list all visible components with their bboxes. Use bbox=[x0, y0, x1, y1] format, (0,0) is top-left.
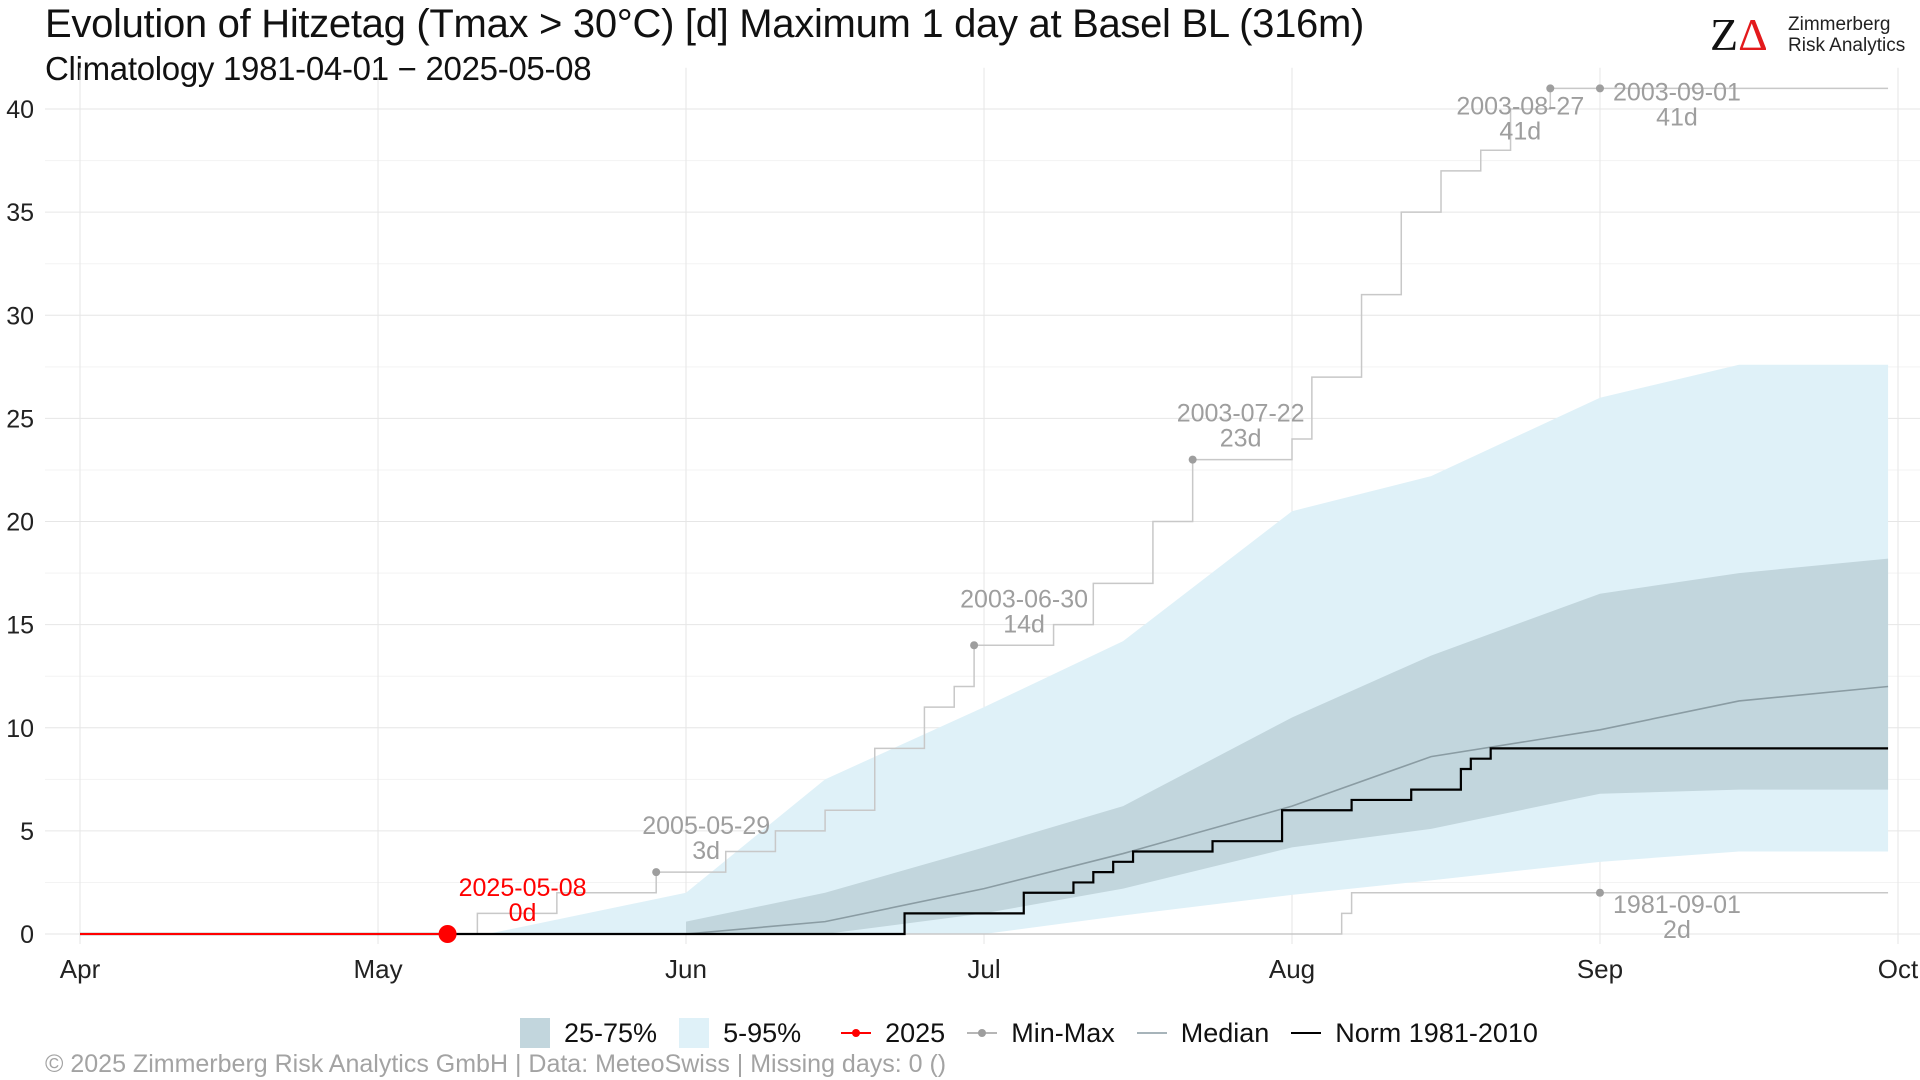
x-tick-label: Aug bbox=[1269, 954, 1315, 984]
x-tick-label: May bbox=[353, 954, 402, 984]
annotation-point bbox=[1595, 888, 1604, 897]
y-tick-label: 20 bbox=[6, 509, 34, 537]
legend-label-iqr: 25-75% bbox=[564, 1017, 658, 1048]
x-tick-label: Jun bbox=[665, 954, 707, 984]
legend-label-minmax: Min-Max bbox=[1011, 1017, 1115, 1048]
logo-line-2: Risk Analytics bbox=[1788, 35, 1906, 56]
annotation-value: 14d bbox=[1003, 610, 1045, 638]
x-tick-label: Apr bbox=[60, 954, 101, 984]
annotation-value: 23d bbox=[1220, 425, 1262, 453]
logo-mark-icon: ZΔ bbox=[1710, 9, 1768, 60]
legend-item-norm: Norm 1981-2010 bbox=[1291, 1018, 1538, 1049]
legend-item-minmax: Min-Max bbox=[967, 1018, 1115, 1049]
chart-subtitle: Climatology 1981-04-01 − 2025-05-08 bbox=[45, 50, 592, 87]
y-tick-label: 30 bbox=[6, 302, 34, 330]
company-logo: ZΔ Zimmerberg Risk Analytics bbox=[1710, 10, 1910, 60]
legend-item-current: 2025 bbox=[841, 1018, 945, 1049]
annotation-point bbox=[1188, 455, 1197, 464]
legend-item-90: 5-95% bbox=[679, 1018, 801, 1049]
y-tick-label: 0 bbox=[20, 921, 34, 949]
bands bbox=[487, 364, 1889, 934]
min-line bbox=[80, 892, 1889, 935]
annotation-date: 2003-06-30 bbox=[960, 585, 1088, 613]
annotation-date: 1981-09-01 bbox=[1613, 891, 1741, 919]
x-tick-label: Oct bbox=[1878, 954, 1919, 984]
series-lines bbox=[80, 87, 1889, 943]
y-tick-label: 15 bbox=[6, 612, 34, 640]
legend: 25-75% 5-95% 2025 Min-Max Median Norm 19… bbox=[520, 1015, 1560, 1051]
annotation-point bbox=[1546, 84, 1555, 93]
annotation-value: 2d bbox=[1663, 916, 1691, 944]
legend-swatch-median bbox=[1136, 1018, 1167, 1048]
legend-label-median: Median bbox=[1180, 1017, 1270, 1048]
annotation-value: 0d bbox=[509, 899, 537, 927]
legend-label-current: 2025 bbox=[885, 1017, 946, 1048]
max-line bbox=[80, 87, 1889, 935]
logo-line-1: Zimmerberg bbox=[1788, 14, 1891, 35]
band-5-95-lead bbox=[487, 892, 686, 934]
y-tick-label: 5 bbox=[20, 818, 34, 846]
annotation-point bbox=[1595, 84, 1604, 93]
annotation-date: 2003-07-22 bbox=[1177, 400, 1305, 428]
x-tick-label: Sep bbox=[1577, 954, 1623, 984]
annotation-value: 3d bbox=[692, 837, 720, 865]
y-tick-label: 25 bbox=[6, 405, 34, 433]
annotation-point bbox=[970, 641, 979, 650]
annotation-date: 2025-05-08 bbox=[459, 874, 587, 902]
legend-swatch-minmax bbox=[967, 1018, 998, 1048]
annotation-date: 2005-05-29 bbox=[642, 812, 770, 840]
x-tick-label: Jul bbox=[967, 954, 1000, 984]
y-tick-label: 10 bbox=[6, 715, 34, 743]
y-tick-label: 35 bbox=[6, 199, 34, 227]
annotation-point bbox=[652, 868, 661, 877]
median-line bbox=[685, 685, 1889, 935]
annotation-date: 2003-08-27 bbox=[1456, 92, 1584, 120]
chart-area: 2025-05-080d2005-05-293d2003-06-3014d200… bbox=[6, 67, 1920, 984]
legend-swatch-90 bbox=[679, 1018, 710, 1048]
legend-label-norm: Norm 1981-2010 bbox=[1335, 1017, 1538, 1048]
legend-item-median: Median bbox=[1136, 1017, 1270, 1049]
norm-line bbox=[80, 747, 1889, 936]
chart-title: Evolution of Hitzetag (Tmax > 30°C) [d] … bbox=[45, 2, 1365, 46]
annotation-value: 41d bbox=[1656, 103, 1698, 131]
current-point bbox=[438, 925, 457, 943]
band-25-75 bbox=[686, 558, 1889, 934]
axis-labels: 0 5 10 15 20 25 30 35 40 Apr May Jun Jul Aug Sep Oct bbox=[6, 96, 1919, 984]
legend-label-90: 5-95% bbox=[723, 1017, 802, 1048]
legend-swatch-iqr bbox=[520, 1018, 550, 1048]
footer-credit: © 2025 Zimmerberg Risk Analytics GmbH | … bbox=[45, 1050, 947, 1078]
legend-item-iqr: 25-75% bbox=[520, 1018, 657, 1049]
y-tick-label: 40 bbox=[6, 96, 34, 124]
annotation-value: 41d bbox=[1499, 117, 1541, 145]
legend-swatch-norm bbox=[1291, 1018, 1322, 1048]
logo-text: Zimmerberg Risk Analytics bbox=[1788, 14, 1905, 56]
legend-swatch-current bbox=[841, 1018, 872, 1048]
annotation-date: 2003-09-01 bbox=[1613, 78, 1741, 106]
